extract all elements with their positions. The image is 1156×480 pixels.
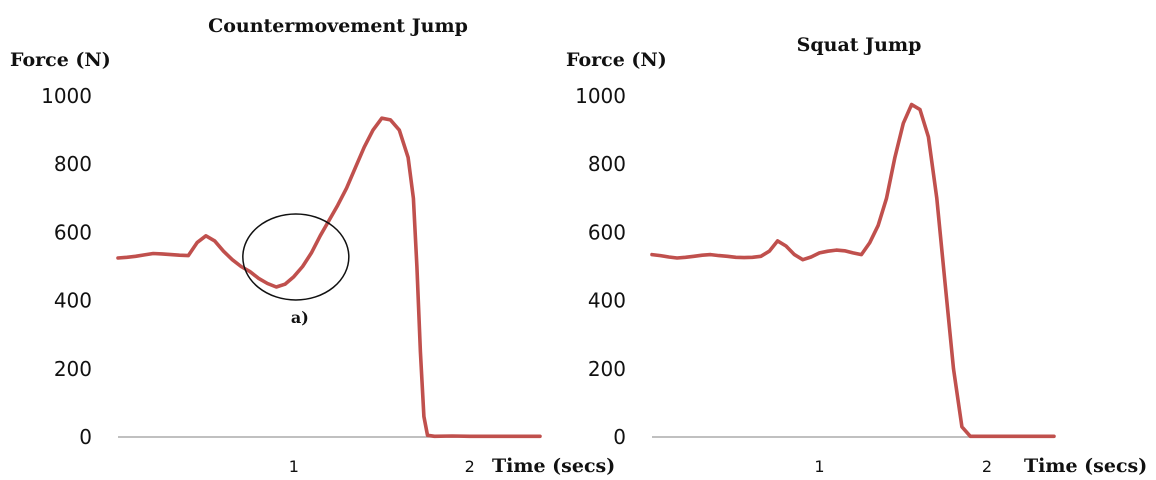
x-tick-label: 2 (982, 457, 992, 476)
y-tick-label: 800 (588, 152, 626, 176)
force-series-line (116, 116, 542, 439)
countermovement-jump-panel: Countermovement Jump Force (N) Time (sec… (10, 15, 615, 477)
y-tick-label: 1000 (575, 84, 626, 108)
y-tick-labels: 0 200 400 600 800 1000 (41, 84, 92, 449)
squat-jump-panel: Squat Jump Force (N) Time (secs) 0 200 400… (566, 34, 1147, 477)
x-tick-label: 1 (289, 457, 299, 476)
x-axis-label: Time (secs) (492, 455, 615, 477)
x-tick-label: 1 (814, 457, 824, 476)
force-series-line (650, 102, 1056, 439)
y-tick-label: 200 (588, 357, 626, 381)
chart-title: Squat Jump (797, 34, 922, 56)
x-axis-label: Time (secs) (1024, 455, 1147, 477)
y-axis-label: Force (N) (566, 49, 667, 71)
y-tick-label: 600 (588, 220, 626, 244)
y-axis-label: Force (N) (10, 49, 111, 71)
y-tick-label: 600 (54, 220, 92, 244)
y-tick-label: 1000 (41, 84, 92, 108)
y-tick-label: 200 (54, 357, 92, 381)
annotation-label: a) (291, 308, 309, 327)
y-tick-label: 400 (588, 289, 626, 313)
annotations: a) (242, 213, 350, 327)
highlight-circle (242, 213, 350, 301)
y-tick-label: 0 (79, 425, 92, 449)
y-tick-label: 800 (54, 152, 92, 176)
y-tick-label: 400 (54, 289, 92, 313)
chart-title: Countermovement Jump (208, 15, 468, 37)
y-tick-labels: 0 200 400 600 800 1000 (575, 84, 626, 449)
y-tick-label: 0 (613, 425, 626, 449)
x-tick-label: 2 (465, 457, 475, 476)
